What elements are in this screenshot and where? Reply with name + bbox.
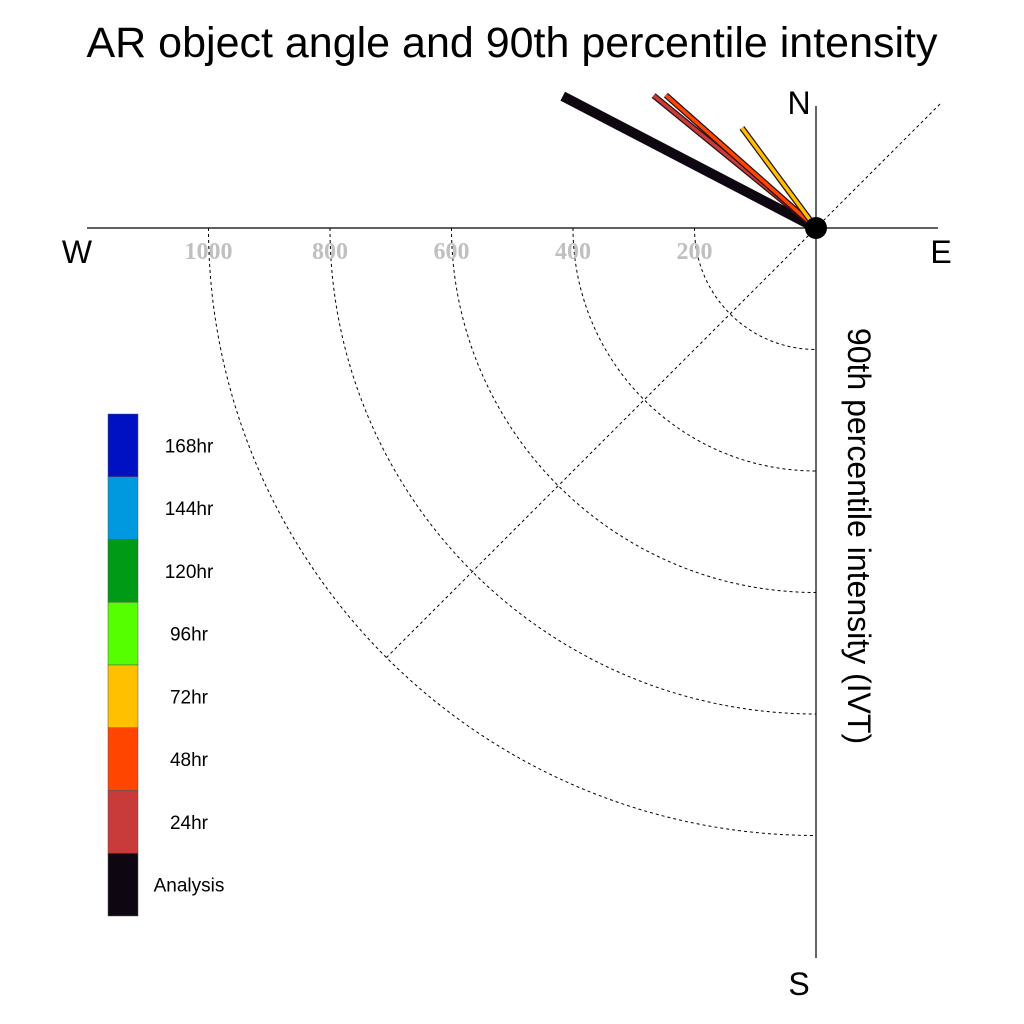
- compass-west: W: [62, 234, 93, 270]
- legend-label-3: 96hr: [170, 625, 209, 646]
- legend-label-7: Analysis: [154, 876, 225, 897]
- compass-north: N: [787, 85, 810, 121]
- compass-south: S: [788, 966, 809, 1002]
- radial-axis-label: 90th percentile intensity (IVT): [841, 328, 877, 744]
- origin-dot: [805, 217, 827, 239]
- legend-label-0: 168hr: [165, 436, 214, 457]
- chart-title: AR object angle and 90th percentile inte…: [87, 19, 938, 67]
- grid-ring-0: [694, 227, 817, 350]
- tick-label-4: 1000: [185, 239, 233, 265]
- tick-label-3: 800: [312, 239, 348, 265]
- legend: 168hr 144hr 120hr 96hr 72hr 48hr 24hr Analysis: [107, 413, 225, 917]
- legend-swatch-2: [107, 539, 139, 603]
- grid-ring-4: [208, 227, 817, 836]
- grid-ring-2: [451, 227, 817, 593]
- legend-swatch-0: [107, 413, 139, 477]
- legend-label-1: 144hr: [165, 499, 214, 520]
- radial-tick-labels: 200 400 600 800 1000: [185, 239, 713, 265]
- series-line-48hr: [664, 93, 818, 230]
- legend-label-4: 72hr: [170, 687, 209, 708]
- tick-label-2: 600: [434, 239, 470, 265]
- legend-swatch-3: [107, 602, 139, 666]
- polar-grid: [208, 103, 941, 836]
- grid-ring-3: [329, 227, 817, 715]
- tick-label-0: 200: [677, 239, 713, 265]
- compass-east: E: [930, 234, 951, 270]
- legend-label-6: 24hr: [170, 813, 209, 834]
- legend-swatch-1: [107, 476, 139, 540]
- grid-diagonal: [386, 103, 941, 658]
- legend-label-2: 120hr: [165, 562, 214, 583]
- legend-swatch-5: [107, 727, 139, 791]
- legend-swatch-7: [107, 853, 139, 917]
- legend-swatch-6: [107, 790, 139, 854]
- series-lines: [560, 91, 819, 233]
- grid-ring-1: [572, 227, 817, 472]
- series-line-72hr: [740, 126, 818, 230]
- legend-swatch-4: [107, 664, 139, 728]
- legend-label-5: 48hr: [170, 750, 209, 771]
- tick-label-1: 400: [555, 239, 591, 265]
- series-line-analysis: [560, 91, 819, 233]
